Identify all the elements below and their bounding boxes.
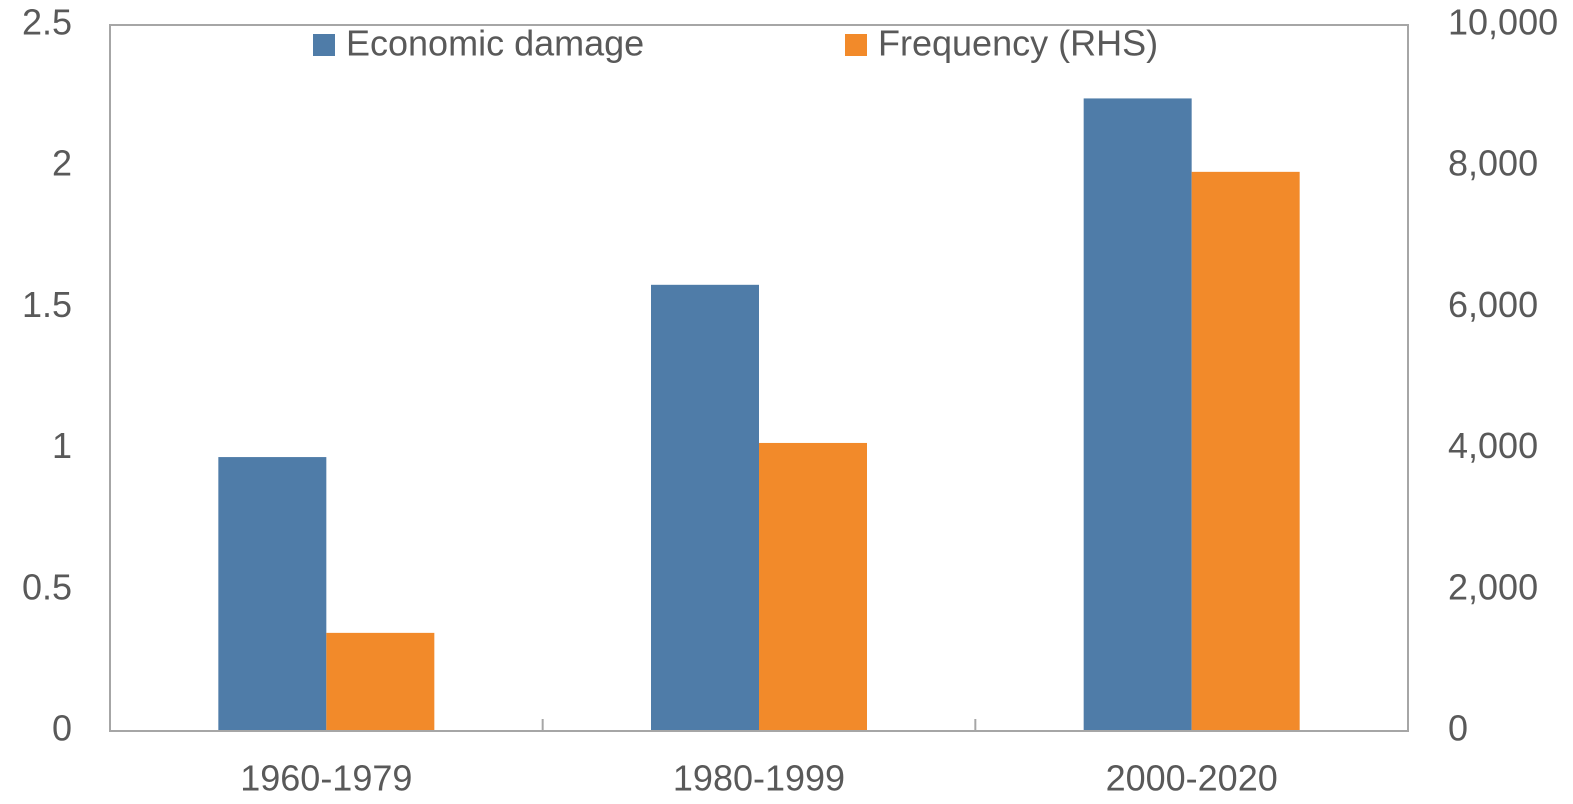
legend-swatch (313, 34, 335, 56)
y-tick-label: 0 (52, 708, 72, 749)
x-tick-label: 2000-2020 (1106, 758, 1278, 799)
legend-label: Economic damage (346, 23, 644, 64)
y2-tick-label: 10,000 (1448, 2, 1558, 43)
bar (218, 457, 327, 731)
y-tick-label: 0.5 (22, 566, 72, 607)
y2-tick-label: 2,000 (1448, 566, 1538, 607)
y2-tick-label: 6,000 (1448, 284, 1538, 325)
y-tick-label: 1 (52, 425, 72, 466)
y-tick-label: 2 (52, 143, 72, 184)
bar (326, 632, 435, 731)
bar (651, 284, 759, 731)
y2-tick-label: 8,000 (1448, 143, 1538, 184)
bar (1191, 171, 1300, 731)
y2-tick-label: 0 (1448, 708, 1468, 749)
x-tick-label: 1980-1999 (673, 758, 845, 799)
legend-swatch (845, 34, 867, 56)
y-tick-label: 1.5 (22, 284, 72, 325)
y2-tick-label: 4,000 (1448, 425, 1538, 466)
x-tick-label: 1960-1979 (240, 758, 412, 799)
bar (759, 442, 867, 731)
bar (1083, 98, 1192, 731)
legend-label: Frequency (RHS) (878, 23, 1158, 64)
y-tick-label: 2.5 (22, 2, 72, 43)
